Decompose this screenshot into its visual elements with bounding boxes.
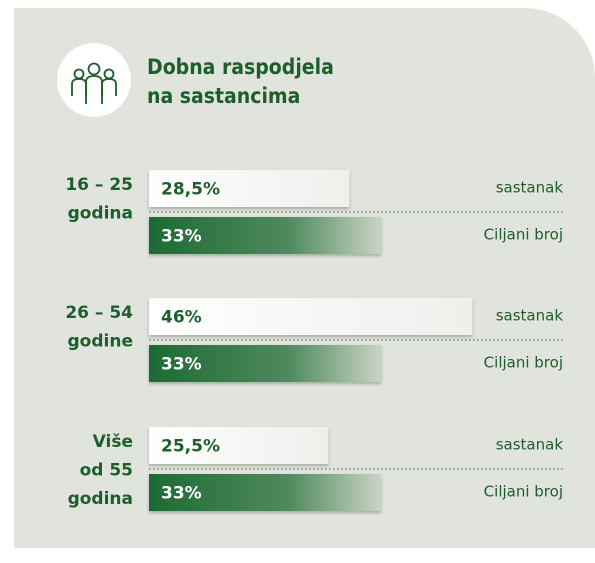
value-label: 28,5% xyxy=(161,180,220,200)
series-label: Ciljani broj xyxy=(484,354,563,372)
bar xyxy=(149,427,329,464)
bar xyxy=(149,298,473,335)
value-label: 33% xyxy=(161,355,202,375)
series-label: sastanak xyxy=(496,179,564,197)
people-icon xyxy=(71,62,117,104)
panel xyxy=(14,8,595,548)
bar xyxy=(149,217,381,254)
category-label: Više xyxy=(93,432,133,452)
bar xyxy=(149,345,381,382)
category-label: godine xyxy=(68,332,133,352)
title-line: Dobna raspodjela xyxy=(147,55,334,79)
value-label: 25,5% xyxy=(161,437,220,457)
series-label: sastanak xyxy=(496,436,564,454)
title-line: na sastancima xyxy=(147,84,300,108)
category-label: od 55 xyxy=(80,461,133,481)
category-label: 16 – 25 xyxy=(65,175,133,195)
bar xyxy=(149,170,350,207)
value-label: 33% xyxy=(161,227,202,247)
series-label: Ciljani broj xyxy=(484,483,563,501)
category-label: 26 – 54 xyxy=(65,303,133,323)
bar xyxy=(149,474,381,511)
category-label: godina xyxy=(68,204,133,224)
value-label: 33% xyxy=(161,484,202,504)
icon-circle xyxy=(57,43,131,117)
value-label: 46% xyxy=(161,308,202,328)
category-label: godina xyxy=(68,489,133,509)
series-label: Ciljani broj xyxy=(484,226,563,244)
series-label: sastanak xyxy=(496,307,564,325)
